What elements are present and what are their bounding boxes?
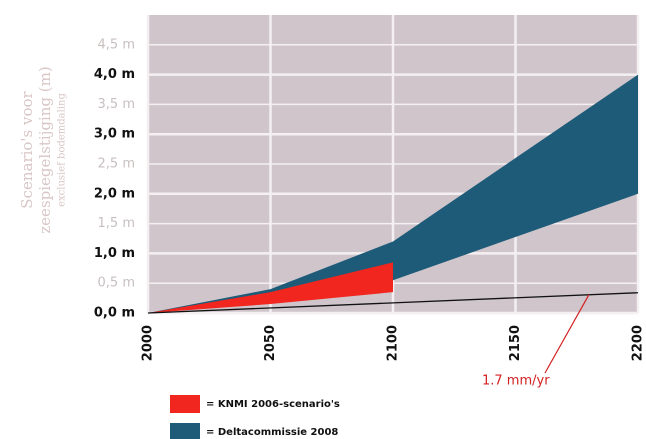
annotation-pointer xyxy=(544,294,590,374)
x-tick-label: 2050 xyxy=(263,325,278,361)
y-axis-title-line: Scenario's voor xyxy=(18,90,36,208)
legend-swatch xyxy=(170,395,200,413)
legend-swatch xyxy=(170,423,200,439)
y-axis-note: exclusief bodemdaling xyxy=(57,93,68,207)
y-tick-label: 2,5 m xyxy=(98,157,135,172)
x-tick-label: 2000 xyxy=(141,325,156,361)
annotation-label: 1.7 mm/yr xyxy=(482,374,550,389)
x-tick-label: 2150 xyxy=(508,325,523,361)
x-tick-label: 2200 xyxy=(631,325,646,361)
y-tick-label: 4,5 m xyxy=(98,37,135,52)
y-axis-title-line: zeespiegelstijging (m) xyxy=(36,66,54,233)
y-tick-label: 1,0 m xyxy=(94,246,135,261)
y-tick-label: 0,5 m xyxy=(98,276,135,291)
y-tick-label: 1,5 m xyxy=(98,216,135,231)
legend-label: = Deltacommissie 2008 xyxy=(206,427,338,438)
y-tick-label: 2,0 m xyxy=(94,186,135,201)
y-tick-label: 3,5 m xyxy=(98,97,135,112)
trend-line xyxy=(147,292,639,314)
y-tick-label: 4,0 m xyxy=(94,67,135,82)
legend-label: = KNMI 2006-scenario's xyxy=(206,399,340,410)
x-tick-label: 2100 xyxy=(386,325,401,361)
range-band xyxy=(148,262,393,313)
y-tick-label: 0,0 m xyxy=(94,306,135,321)
y-tick-label: 3,0 m xyxy=(94,127,135,142)
y-axis-title: Scenario's voor zeespiegelstijging (m) e… xyxy=(18,66,68,233)
